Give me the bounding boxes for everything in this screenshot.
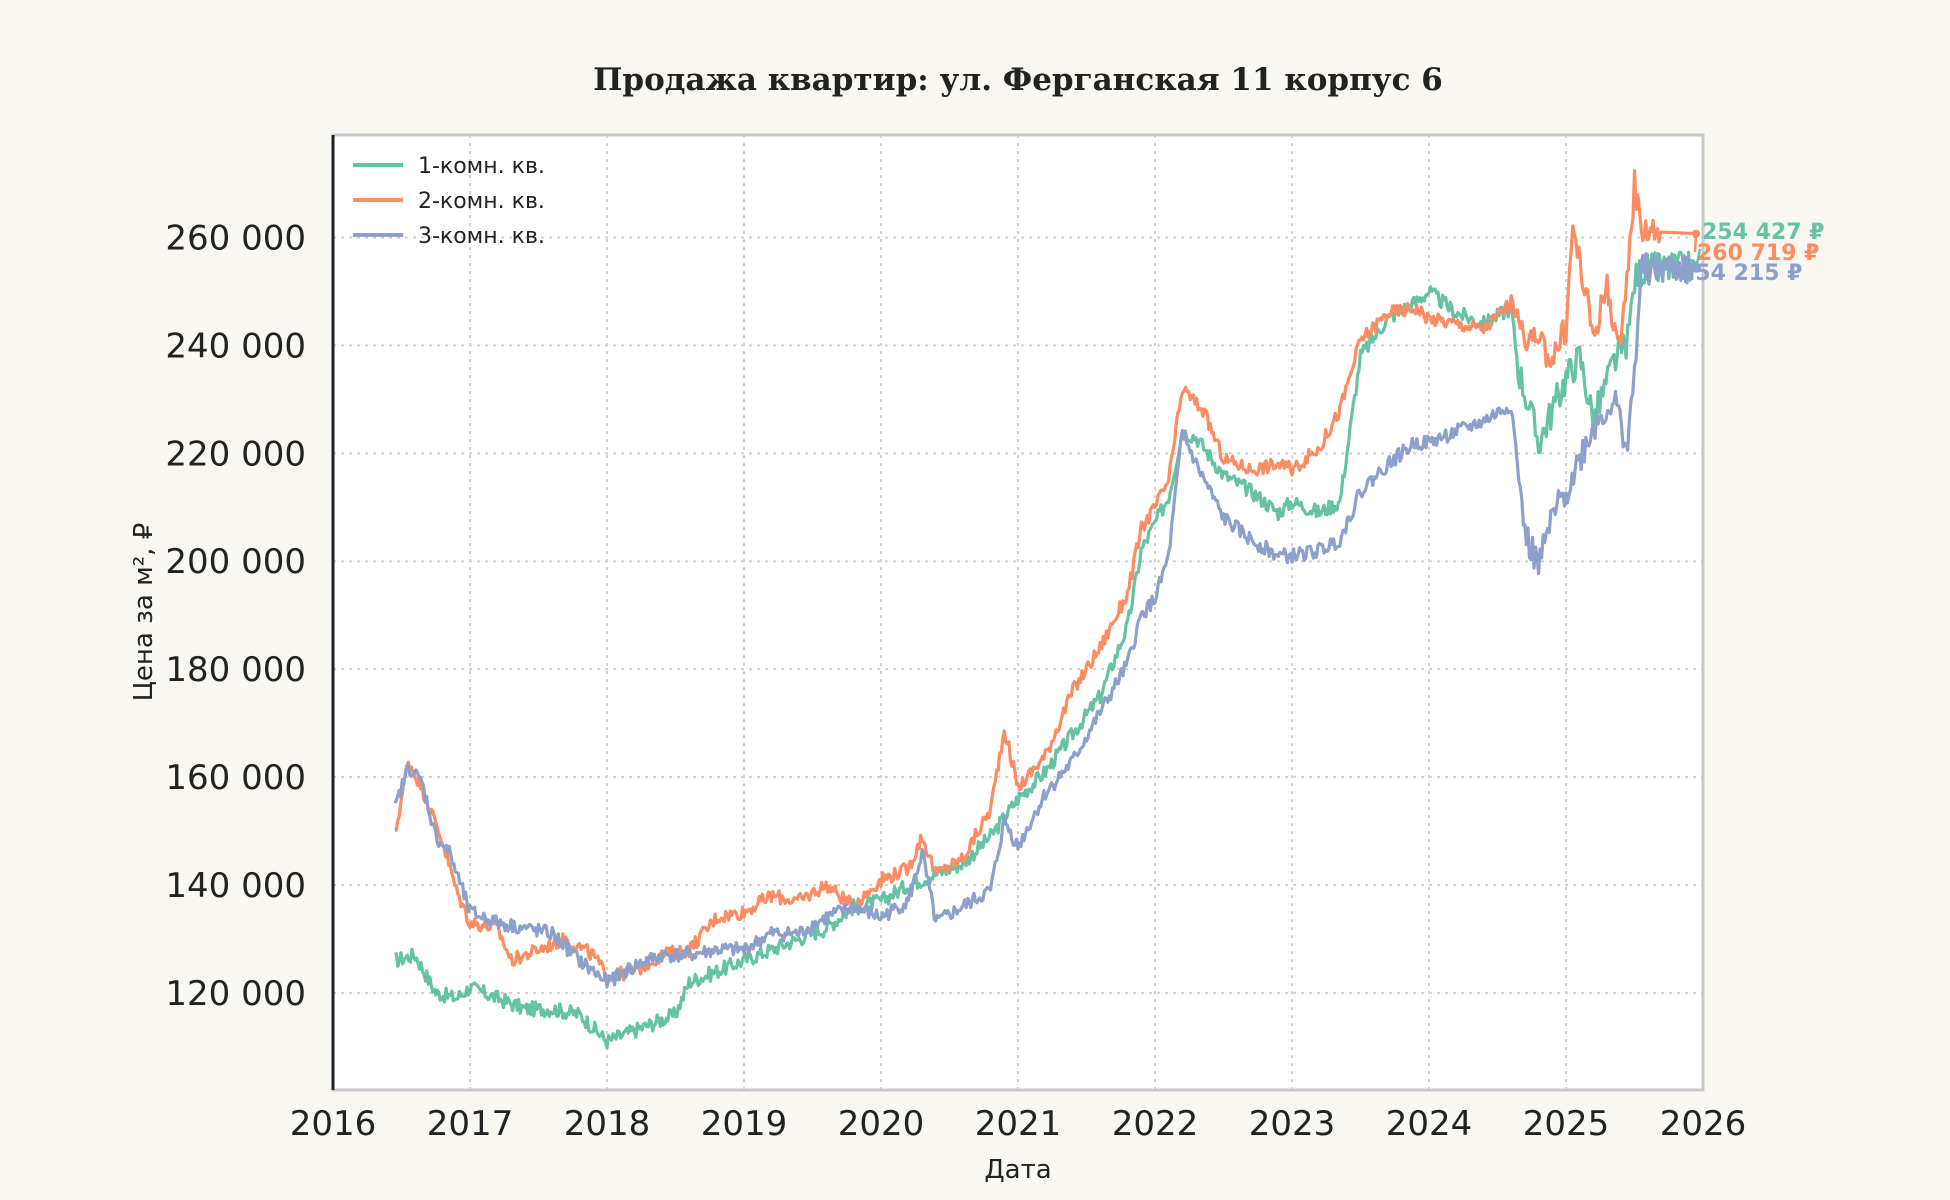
y-axis-label: Цена за м², ₽ (129, 523, 159, 702)
y-tick-label: 240 000 (165, 326, 306, 366)
x-tick-label: 2018 (564, 1104, 651, 1144)
x-tick-label: 2017 (427, 1104, 514, 1144)
x-tick-label: 2026 (1660, 1104, 1747, 1144)
x-tick-label: 2024 (1386, 1104, 1473, 1144)
legend-label: 3-комн. кв. (418, 224, 545, 249)
x-tick-label: 2016 (290, 1104, 377, 1144)
y-tick-label: 160 000 (165, 758, 306, 798)
x-tick-label: 2025 (1523, 1104, 1610, 1144)
end-value-label: 254 215 ₽ (1680, 261, 1802, 286)
x-tick-label: 2020 (838, 1104, 925, 1144)
y-tick-label: 220 000 (165, 434, 306, 474)
end-point-marker (1692, 264, 1701, 273)
y-tick-label: 140 000 (165, 866, 306, 906)
end-value-label: 260 719 ₽ (1697, 241, 1819, 266)
chart-title: Продажа квартир: ул. Ферганская 11 корпу… (593, 62, 1443, 98)
end-value-label: 254 427 ₽ (1702, 220, 1824, 245)
end-point-marker (1692, 229, 1701, 238)
plot-area: 2016 2017 2018 2019 2020 2021 2022 2023 2024 2025… (165, 133, 1824, 1144)
y-tick-label: 200 000 (165, 542, 306, 582)
x-tick-label: 2023 (1249, 1104, 1336, 1144)
y-tick-label: 120 000 (165, 974, 306, 1014)
x-tick-label: 2021 (975, 1104, 1062, 1144)
legend-label: 2-комн. кв. (418, 189, 545, 214)
x-tick-label: 2019 (701, 1104, 788, 1144)
y-tick-label: 260 000 (165, 219, 306, 259)
series-line (393, 252, 1698, 989)
plot-background (333, 135, 1703, 1090)
x-axis-label: Дата (984, 1155, 1051, 1185)
y-tick-label: 180 000 (165, 650, 306, 690)
x-tick-label: 2022 (1112, 1104, 1199, 1144)
legend-label: 1-комн. кв. (418, 154, 545, 179)
